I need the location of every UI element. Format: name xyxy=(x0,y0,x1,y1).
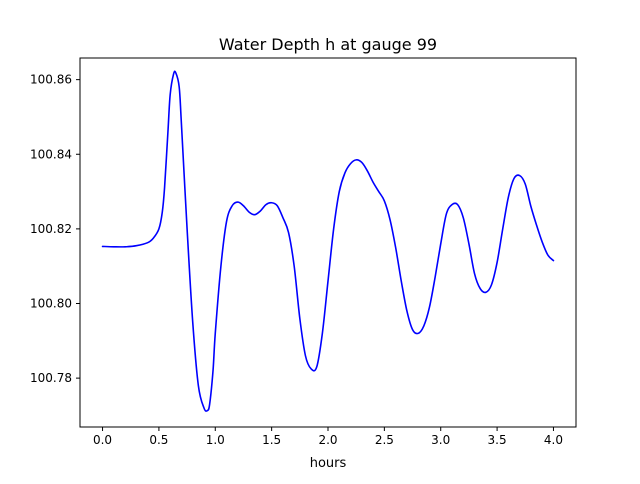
x-tick-label: 1.0 xyxy=(206,433,225,447)
x-tick-label: 2.0 xyxy=(318,433,337,447)
x-tick-label: 0.5 xyxy=(149,433,168,447)
y-tick-label: 100.80 xyxy=(30,297,72,311)
x-tick-label: 3.5 xyxy=(488,433,507,447)
series-layer xyxy=(101,70,555,412)
y-tick-label: 100.78 xyxy=(30,371,72,385)
x-tick-label: 2.5 xyxy=(375,433,394,447)
series-line-0 xyxy=(101,70,555,412)
x-tick-label: 0.0 xyxy=(93,433,112,447)
x-tick-label: 1.5 xyxy=(262,433,281,447)
y-tick-label: 100.86 xyxy=(30,73,72,87)
y-tick-label: 100.82 xyxy=(30,222,72,236)
chart-title: Water Depth h at gauge 99 xyxy=(219,35,437,54)
axis-ticks: 0.0 0.5 1.0 1.5 2.0 2.5 3.0 3.5 4.0 100.78 100.80 1… xyxy=(30,73,563,447)
y-tick-label: 100.84 xyxy=(30,147,72,161)
x-axis-label: hours xyxy=(310,456,347,471)
plot-area-frame xyxy=(79,57,577,428)
x-tick-label: 3.0 xyxy=(431,433,450,447)
x-tick-label: 4.0 xyxy=(544,433,563,447)
